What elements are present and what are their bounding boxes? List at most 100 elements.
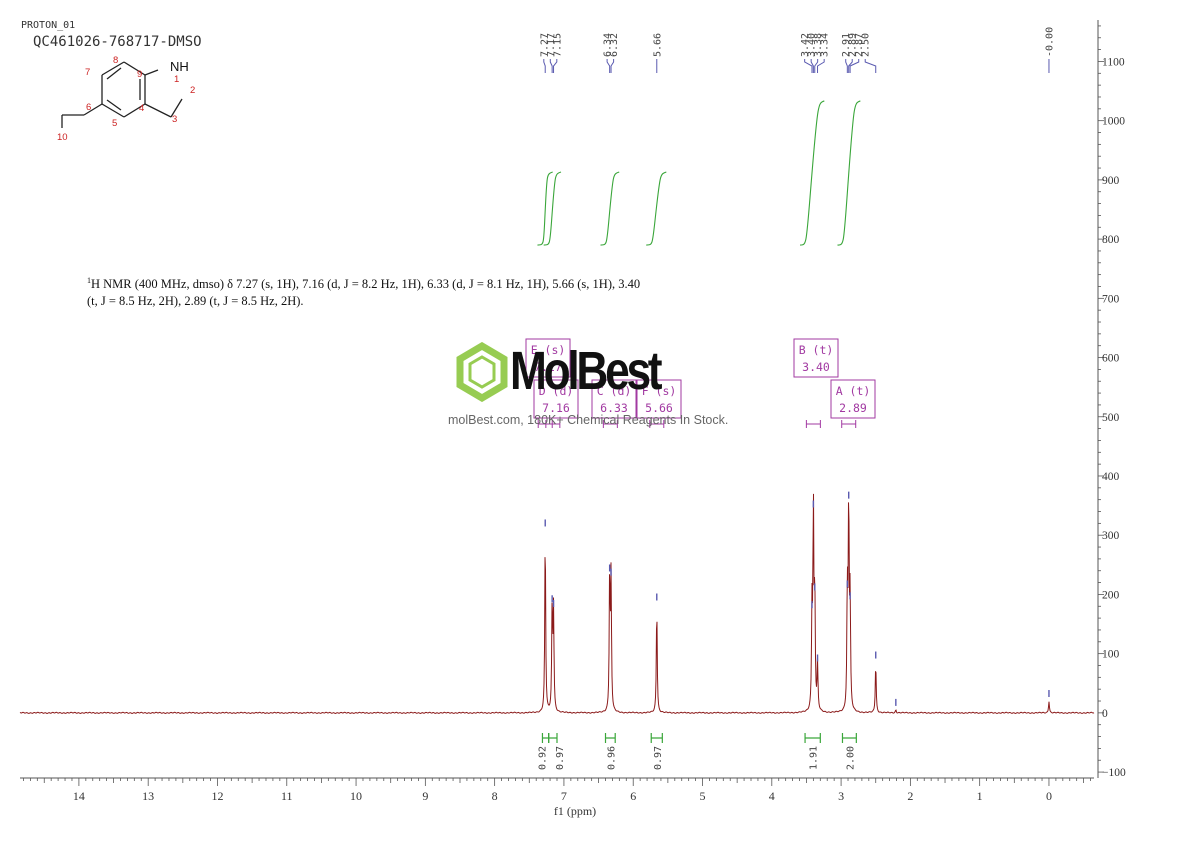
y-tick-label: 400 xyxy=(1102,471,1120,483)
atom-number: 8 xyxy=(113,55,118,66)
y-tick-label: 800 xyxy=(1102,234,1120,246)
multiplet-shift: 7.27 xyxy=(534,360,562,374)
multiplet-shift: 2.89 xyxy=(839,401,867,415)
multiplet-box: C (d) 6.33 xyxy=(591,379,637,419)
peak-label-connector xyxy=(610,59,615,73)
peak-shift-label: 5.66 xyxy=(652,33,663,57)
y-tick-label: 1000 xyxy=(1102,116,1125,128)
integral-value: 0.92 xyxy=(538,746,549,770)
peak-label-connector xyxy=(849,59,860,73)
bond xyxy=(101,61,125,76)
multiplet-frame xyxy=(830,379,876,419)
bond xyxy=(144,103,172,118)
y-tick-label: 300 xyxy=(1102,530,1120,542)
multiplet-label: E (s) xyxy=(531,343,566,357)
y-tick-label: 0 xyxy=(1102,708,1108,720)
watermark-tagline: molBest.com, 180K+ Chemical Reagents In … xyxy=(448,413,729,427)
y-tick-label: 200 xyxy=(1102,589,1120,601)
y-tick-label: 500 xyxy=(1102,412,1120,424)
integral-bracket xyxy=(548,733,558,743)
multiplet-range xyxy=(602,420,618,428)
peak-shift-label: 2.91 xyxy=(841,33,852,57)
peak-shift-label: 2.87 xyxy=(854,33,865,57)
multiplet-frame xyxy=(591,379,637,419)
x-tick-label: 13 xyxy=(142,789,154,803)
peak-label-connector xyxy=(845,59,848,73)
integral-bracket xyxy=(604,733,616,743)
x-axis-label: f1 (ppm) xyxy=(554,804,596,818)
integral-curve xyxy=(837,100,861,246)
multiplet-box: F (s) 5.66 xyxy=(636,379,682,419)
multiplet-frame xyxy=(525,338,571,378)
y-tick-label: 700 xyxy=(1102,293,1120,305)
x-tick-label: 14 xyxy=(73,789,85,803)
multiplet-shift: 3.40 xyxy=(802,360,830,374)
multiplet-label: D (d) xyxy=(539,384,574,398)
peak-shift-label: 7.15 xyxy=(552,33,563,57)
y-tick-label: 100 xyxy=(1102,649,1120,661)
multiplet-label: A (t) xyxy=(836,384,871,398)
integral-value: 0.97 xyxy=(555,746,566,770)
peak-label-connector xyxy=(804,59,813,73)
atom-number: 9 xyxy=(137,69,142,80)
integral-curve xyxy=(537,171,553,246)
peak-label-connector xyxy=(864,59,877,73)
y-tick-label: 1100 xyxy=(1102,56,1125,68)
peak-shift-label: 3.38 xyxy=(813,33,824,57)
multiplet-label: C (d) xyxy=(597,384,632,398)
peak-shift-label: 7.27 xyxy=(539,33,550,57)
x-tick-label: 1 xyxy=(977,789,983,803)
atom-number: 3 xyxy=(172,114,177,125)
sample-id: QC461026-768717-DMSO xyxy=(33,34,202,50)
integral-bracket xyxy=(541,733,550,743)
integral-value: 2.00 xyxy=(845,746,856,770)
y-tick-label: 600 xyxy=(1102,353,1120,365)
x-tick-label: 0 xyxy=(1046,789,1052,803)
peak-label-connector xyxy=(848,59,853,73)
x-tick-label: 9 xyxy=(422,789,428,803)
multiplet-label: F (s) xyxy=(642,384,677,398)
atom-number: 2 xyxy=(190,85,195,96)
x-tick-label: 11 xyxy=(281,789,293,803)
atom-number: 1 xyxy=(174,74,179,85)
y-tick-label: 900 xyxy=(1102,175,1120,187)
peak-shift-label: 6.34 xyxy=(603,33,614,57)
multiplet-box: B (t) 3.40 xyxy=(793,338,839,378)
atom-number: 10 xyxy=(57,132,68,143)
integral-curve xyxy=(600,171,620,246)
peak-shift-label: 2.50 xyxy=(861,33,872,57)
peak-shift-label: 6.32 xyxy=(609,33,620,57)
nmr-description: 1H NMR (400 MHz, dmso) δ 7.27 (s, 1H), 7… xyxy=(87,272,647,310)
peak-shift-label: 3.40 xyxy=(807,33,818,57)
atom-number: 5 xyxy=(112,118,117,129)
peak-label-connector xyxy=(543,59,546,73)
multiplet-shift: 6.33 xyxy=(600,401,628,415)
multiplet-range xyxy=(649,420,665,428)
multiplet-range xyxy=(545,420,561,428)
bond xyxy=(101,103,125,118)
x-tick-label: 4 xyxy=(769,789,775,803)
peak-shift-label: -0.00 xyxy=(1044,27,1055,57)
integral-bracket xyxy=(804,733,821,743)
integral-value: 0.97 xyxy=(653,746,664,770)
x-tick-label: 7 xyxy=(561,789,567,803)
integral-bracket xyxy=(650,733,663,743)
bond xyxy=(144,69,159,76)
multiplet-box: A (t) 2.89 xyxy=(830,379,876,419)
multiplet-frame xyxy=(533,379,579,419)
peak-shift-label: 2.89 xyxy=(848,33,859,57)
bond xyxy=(123,103,146,118)
multiplet-range xyxy=(841,420,857,428)
benzene-logo-icon xyxy=(456,342,508,402)
integral-bracket xyxy=(841,733,857,743)
integral-curve xyxy=(800,100,825,246)
atom-number: 7 xyxy=(85,67,90,78)
x-tick-label: 2 xyxy=(907,789,913,803)
multiplet-box: D (d) 7.16 xyxy=(533,379,579,419)
atom-number: 4 xyxy=(139,103,144,114)
nh-label: NH xyxy=(170,59,189,74)
x-tick-label: 8 xyxy=(492,789,498,803)
multiplet-label: B (t) xyxy=(799,343,834,357)
